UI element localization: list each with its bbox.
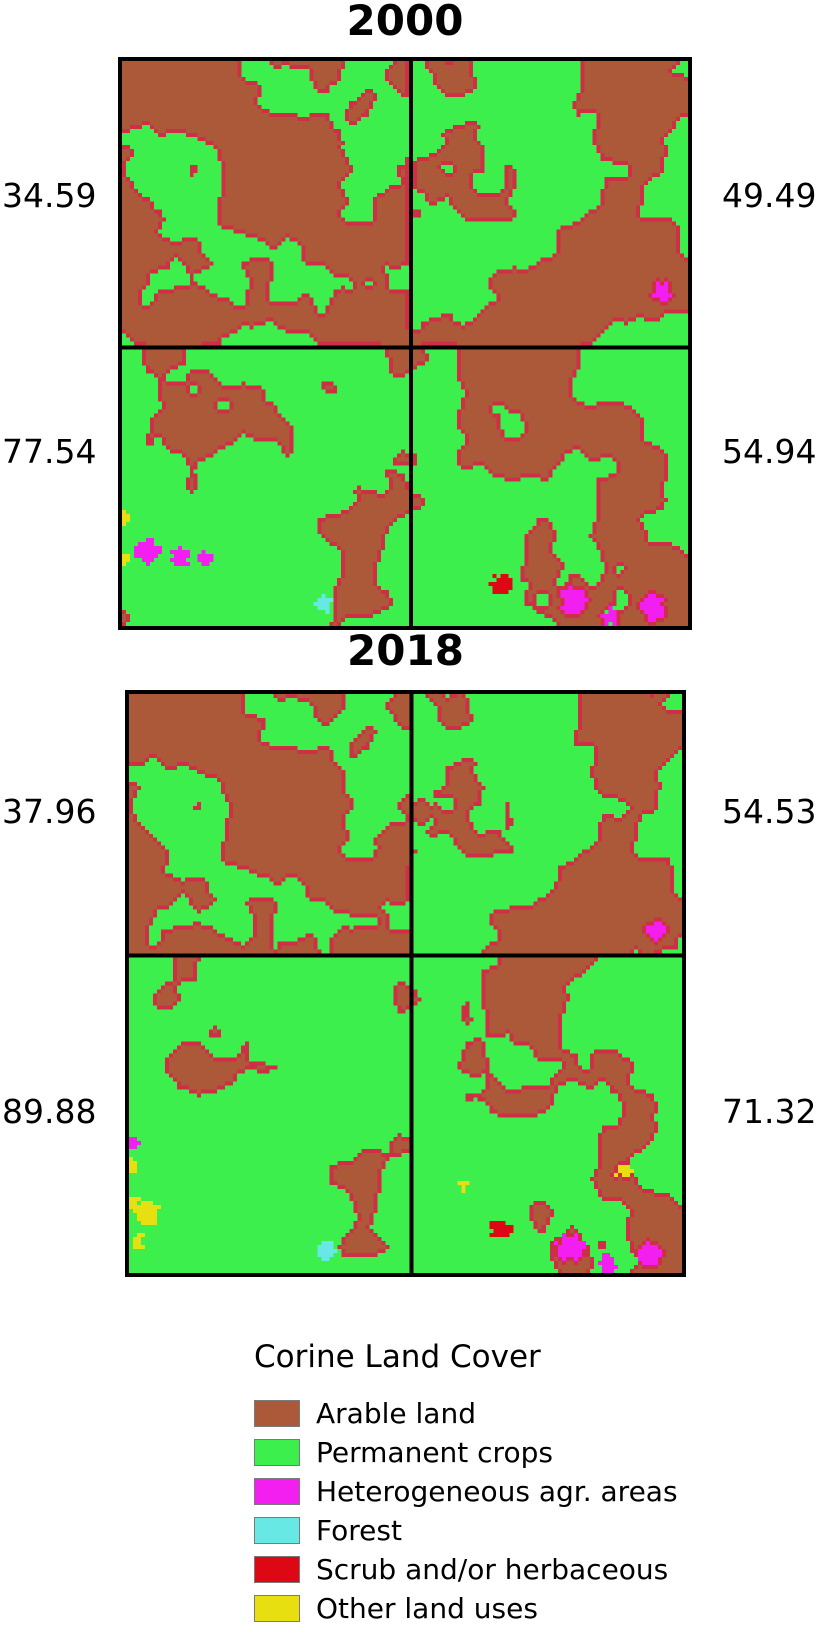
legend-row-other-land-uses: Other land uses <box>254 1591 678 1625</box>
panel-title-2018: 2018 <box>347 626 464 675</box>
legend-label: Heterogeneous agr. areas <box>316 1474 678 1508</box>
legend-title: Corine Land Cover <box>254 1339 541 1375</box>
quadrant-value-2000-top-left: 34.59 <box>2 176 97 215</box>
heterogeneous-agr-areas-swatch <box>254 1478 300 1505</box>
landcover-map-2018 <box>125 690 686 1277</box>
panel-title-2000: 2000 <box>346 0 464 45</box>
arable-land-swatch <box>254 1400 300 1427</box>
permanent-crops-swatch <box>254 1439 300 1466</box>
quadrant-value-2018-bottom-left: 89.88 <box>2 1092 97 1131</box>
quadrant-value-2018-top-right: 54.53 <box>722 792 817 831</box>
quadrant-value-2018-bottom-right: 71.32 <box>722 1092 817 1131</box>
forest-swatch <box>254 1517 300 1544</box>
legend-row-forest: Forest <box>254 1513 678 1547</box>
quadrant-value-2000-bottom-right: 54.94 <box>722 432 817 471</box>
legend-row-arable-land: Arable land <box>254 1396 678 1430</box>
legend-label: Arable land <box>316 1396 476 1430</box>
legend-label: Forest <box>316 1513 402 1547</box>
legend-row-permanent-crops: Permanent crops <box>254 1435 678 1469</box>
other-land-uses-swatch <box>254 1595 300 1622</box>
legend-row-heterogeneous-agr-areas: Heterogeneous agr. areas <box>254 1474 678 1508</box>
legend-label: Permanent crops <box>316 1435 553 1469</box>
legend: Corine Land Cover Arable land Permanent … <box>254 1338 678 1634</box>
quadrant-value-2000-top-right: 49.49 <box>722 176 817 215</box>
legend-row-scrub-herbaceous: Scrub and/or herbaceous <box>254 1552 678 1586</box>
quadrant-value-2018-top-left: 37.96 <box>2 792 97 831</box>
scrub-herbaceous-swatch <box>254 1556 300 1583</box>
landcover-map-2000 <box>118 57 692 630</box>
legend-label: Other land uses <box>316 1591 538 1625</box>
quadrant-value-2000-bottom-left: 77.54 <box>2 432 97 471</box>
legend-label: Scrub and/or herbaceous <box>316 1552 669 1586</box>
